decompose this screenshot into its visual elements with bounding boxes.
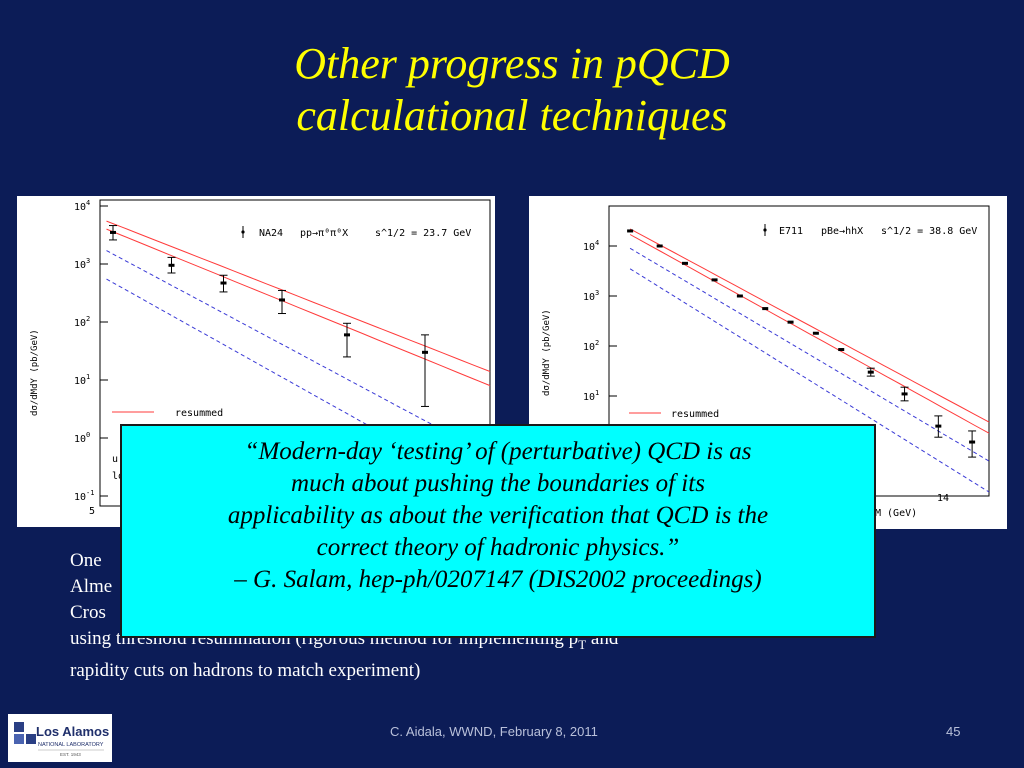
- logo-mark-icon: Los Alamos NATIONAL LABORATORY EST. 1943: [14, 722, 109, 757]
- partial-label-u: u: [112, 454, 118, 465]
- nlo-dashed-curve: [106, 250, 491, 456]
- resummed-key-label: resummed: [175, 408, 223, 419]
- y-tick-label: 101: [74, 373, 90, 387]
- resummed-curve: [629, 228, 990, 423]
- body-line-3: Cros: [70, 602, 106, 623]
- y-tick-label: 10-1: [74, 489, 94, 503]
- y-tick-label: 104: [583, 239, 599, 253]
- y-tick-exponent: 4: [86, 199, 90, 207]
- legend-experiment: E711: [779, 226, 803, 237]
- y-tick-exponent: 2: [595, 339, 599, 347]
- page-number: 45: [946, 724, 961, 739]
- legend-process: pp→π⁰π⁰X: [300, 228, 348, 239]
- data-point: [867, 370, 874, 374]
- data-point: [682, 261, 688, 265]
- data-point: [656, 244, 663, 248]
- logo-name: Los Alamos: [36, 724, 109, 739]
- y-axis-label: dσ/dMdY (pb/GeV): [542, 309, 552, 396]
- los-alamos-logo: Los Alamos NATIONAL LABORATORY EST. 1943: [8, 714, 112, 762]
- y-axis-label: dσ/dMdY (pb/GeV): [30, 329, 40, 416]
- e711-chart: dσ/dMdY (pb/GeV) E711 pBe→hhX s^1/2 = 38…: [542, 205, 990, 519]
- y-tick-exponent: 4: [595, 239, 599, 247]
- y-tick-exponent: 0: [86, 431, 90, 439]
- quote-attribution: – G. Salam, hep-ph/0207147 (DIS2002 proc…: [234, 566, 762, 593]
- data-point: [838, 348, 845, 352]
- data-point: [787, 320, 794, 324]
- pt-subscript: T: [578, 636, 587, 652]
- y-tick-label: 102: [74, 315, 90, 329]
- data-point: [110, 230, 116, 234]
- partial-label-lo: lo: [112, 471, 124, 482]
- na24-chart: dσ/dMdY (pb/GeV) NA24 pp→π⁰π⁰X s^1/2 = 2…: [30, 199, 491, 517]
- resummed-curve: [106, 228, 491, 387]
- title-line-1: Other progress in pQCD: [294, 39, 730, 88]
- legend-e711: E711 pBe→hhX s^1/2 = 38.8 GeV: [763, 224, 977, 237]
- data-point: [220, 281, 227, 285]
- data-point: [168, 263, 175, 267]
- data-point: [422, 350, 428, 354]
- y-tick-label: 101: [583, 389, 599, 403]
- data-point: [812, 331, 819, 335]
- data-point: [344, 333, 350, 337]
- logo-sub: NATIONAL LABORATORY: [38, 742, 104, 748]
- y-tick-exponent: 1: [595, 389, 599, 397]
- data-point: [935, 424, 942, 428]
- y-tick-label: 104: [74, 199, 90, 213]
- quote-line-4: correct theory of hadronic physics.”: [316, 534, 680, 561]
- resummed-key-label: resummed: [671, 409, 719, 420]
- data-point: [736, 294, 743, 298]
- y-tick-label: 103: [74, 257, 90, 271]
- resummed-curve: [629, 234, 990, 434]
- legend-energy: s^1/2 = 38.8 GeV: [881, 226, 977, 237]
- y-tick-exponent: -1: [86, 489, 94, 497]
- body-line-1: One: [70, 550, 102, 571]
- data-point: [762, 307, 769, 311]
- data-point: [279, 298, 285, 302]
- y-tick-exponent: 1: [86, 373, 90, 381]
- legend-na24: NA24 pp→π⁰π⁰X s^1/2 = 23.7 GeV: [241, 226, 471, 239]
- title-line-2: calculational techniques: [296, 91, 728, 140]
- data-point: [711, 278, 718, 282]
- y-tick-exponent: 2: [86, 315, 90, 323]
- legend-energy: s^1/2 = 23.7 GeV: [375, 228, 471, 239]
- body-line-5: rapidity cuts on hadrons to match experi…: [70, 659, 421, 681]
- resummed-curve: [106, 220, 491, 372]
- body-line-2: Alme: [70, 576, 113, 597]
- x-tick-5: 5: [89, 506, 95, 517]
- nlo-dashed-curve: [629, 268, 990, 493]
- quote-line-3: applicability as about the verification …: [227, 502, 769, 529]
- data-point: [969, 440, 976, 444]
- y-tick-label: 102: [583, 339, 599, 353]
- y-tick-label: 103: [583, 289, 599, 303]
- quote-line-2: much about pushing the boundaries of its: [291, 470, 705, 497]
- legend-experiment: NA24: [259, 228, 283, 239]
- quote-box: “Modern-day ‘testing’ of (perturbative) …: [120, 424, 876, 638]
- footer-center: C. Aidala, WWND, February 8, 2011: [390, 724, 598, 739]
- y-tick-exponent: 3: [595, 289, 599, 297]
- data-point: [901, 392, 908, 396]
- quote-line-1: “Modern-day ‘testing’ of (perturbative) …: [244, 438, 752, 465]
- y-tick-exponent: 3: [86, 257, 90, 265]
- logo-est: EST. 1943: [60, 752, 81, 757]
- x-axis-label: M (GeV): [875, 508, 917, 519]
- legend-process: pBe→hhX: [821, 226, 863, 237]
- body-text: One Alme Cros using threshold resummatio…: [70, 548, 860, 684]
- data-point: [627, 229, 634, 233]
- y-tick-label: 100: [74, 431, 90, 445]
- x-tick-14: 14: [937, 493, 949, 504]
- slide-title: Other progress in pQCD calculational tec…: [0, 38, 1024, 142]
